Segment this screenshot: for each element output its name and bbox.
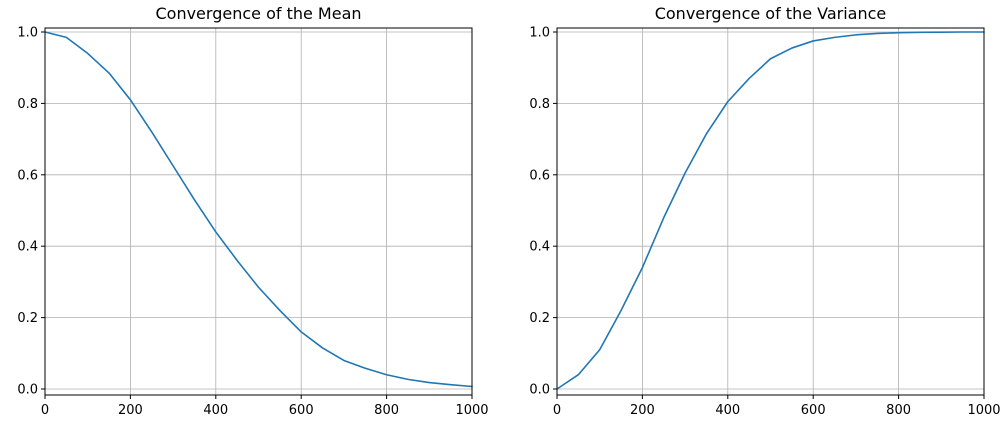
x-tick-label: 200: [118, 403, 143, 418]
series-line: [44, 31, 473, 388]
y-tick-label: 1.0: [529, 26, 550, 41]
y-tick-label: 0.6: [17, 168, 38, 183]
x-tick-label: 200: [630, 403, 655, 418]
y-tick-label: 0.8: [529, 97, 550, 112]
x-tick-label: 1000: [967, 403, 1000, 418]
x-tick-label: 1000: [455, 403, 488, 418]
x-tick-label: 800: [374, 403, 399, 418]
series-line: [556, 31, 985, 390]
y-tick-label: 0.8: [17, 97, 38, 112]
chart-title: Convergence of the Mean: [155, 4, 361, 23]
grid: [44, 28, 473, 395]
chart-mean-convergence: Convergence of the Mean 0 200 400 600 800 100…: [17, 4, 488, 418]
y-tick-label: 0.2: [529, 311, 550, 326]
y-tick-label: 0.0: [529, 383, 550, 398]
y-tick-label: 0.6: [529, 168, 550, 183]
y-tick-label: 0.2: [17, 311, 38, 326]
y-tick-label: 0.4: [529, 240, 550, 255]
x-tick-label: 400: [715, 403, 740, 418]
x-tick-label: 400: [203, 403, 228, 418]
axes-frame: [44, 27, 473, 396]
x-tick-label: 0: [41, 403, 49, 418]
axes-frame: [556, 27, 985, 396]
y-tick-label: 0.0: [17, 383, 38, 398]
y-tick-label: 1.0: [17, 26, 38, 41]
x-tick-label: 600: [801, 403, 826, 418]
chart-title: Convergence of the Variance: [655, 4, 887, 23]
x-tick-label: 800: [886, 403, 911, 418]
x-tick-label: 0: [553, 403, 561, 418]
y-tick-label: 0.4: [17, 240, 38, 255]
x-tick-label: 600: [289, 403, 314, 418]
chart-variance-convergence: Convergence of the Variance 0 200 400 600 80…: [529, 4, 1000, 418]
